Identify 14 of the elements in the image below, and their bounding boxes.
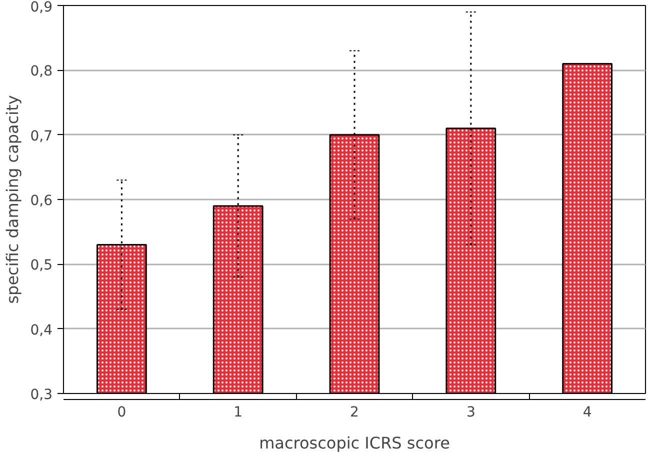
y-axis-title: specific damping capacity [3, 95, 22, 304]
x-tick-label: 1 [234, 404, 243, 420]
y-tick-label: 0,3 [30, 387, 52, 403]
y-tick-label: 0,8 [30, 64, 52, 80]
y-tick-label: 0,4 [30, 322, 53, 338]
x-tick-label: 4 [582, 404, 592, 420]
y-tick-label: 0,6 [30, 193, 53, 209]
y-tick-label: 0,7 [30, 128, 52, 144]
x-axis-title: macroscopic ICRS score [259, 434, 450, 452]
x-tick-label: 0 [117, 404, 126, 420]
y-tick-label: 0,9 [30, 0, 52, 16]
x-tick-label: 3 [466, 404, 476, 420]
y-tick-label: 0,5 [30, 258, 52, 274]
x-tick-label: 2 [350, 404, 359, 420]
